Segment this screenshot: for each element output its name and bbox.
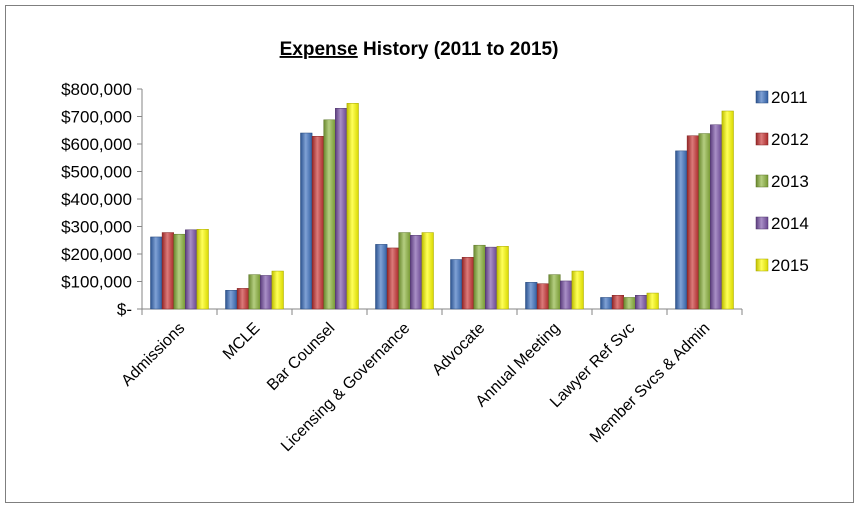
- bar-2015-lawyer-ref-svc: [646, 292, 659, 310]
- legend-swatch-2014: [755, 216, 769, 230]
- bar-2012-licensing-governance: [386, 247, 399, 310]
- y-tick-label: $500,000: [61, 163, 132, 182]
- legend-label-2015: 2015: [771, 256, 809, 275]
- bar-2015-mcle: [271, 270, 284, 310]
- bar-2014-lawyer-ref-svc: [635, 295, 648, 310]
- y-tick-label: $100,000: [61, 273, 132, 292]
- bar-2011-annual-meeting: [525, 282, 538, 310]
- legend: 2011 2012 2013 2014 2015: [755, 88, 809, 275]
- bar-2014-advocate: [485, 246, 498, 310]
- bar-2012-annual-meeting: [536, 283, 549, 310]
- chart-frame: Expense History (2011 to 2015) $- $100,00…: [5, 5, 854, 503]
- bar-2011-mcle: [225, 290, 238, 310]
- chart-title: Expense History (2011 to 2015): [280, 39, 559, 60]
- bar-2013-mcle: [248, 274, 261, 310]
- y-tick-label: $800,000: [61, 80, 132, 99]
- y-tick-label: $200,000: [61, 245, 132, 264]
- bar-2013-admissions: [173, 233, 186, 310]
- bar-2012-mcle: [236, 288, 249, 310]
- bar-2015-licensing-governance: [421, 232, 434, 310]
- bar-2013-advocate: [473, 244, 486, 310]
- category-label: MCLE: [220, 320, 263, 363]
- chart-svg: Expense History (2011 to 2015) $- $100,00…: [61, 39, 809, 455]
- bar-2015-admissions: [196, 229, 209, 310]
- bar-2014-licensing-governance: [410, 235, 423, 310]
- bar-2014-bar-counsel: [335, 108, 348, 310]
- y-tick-label: $300,000: [61, 218, 132, 237]
- category-label: Advocate: [429, 320, 488, 379]
- bar-2012-lawyer-ref-svc: [611, 295, 624, 310]
- axes: [137, 88, 743, 315]
- bar-2015-advocate: [496, 246, 509, 310]
- bar-2014-member-svcs-admin: [710, 124, 723, 310]
- bars: [150, 103, 734, 310]
- legend-label-2014: 2014: [771, 214, 809, 233]
- bar-2011-lawyer-ref-svc: [600, 297, 613, 310]
- legend-swatch-2013: [755, 174, 769, 188]
- bar-2012-admissions: [161, 232, 174, 310]
- bar-2011-admissions: [150, 236, 163, 310]
- bar-2011-licensing-governance: [375, 244, 388, 310]
- y-tick-label: $400,000: [61, 190, 132, 209]
- legend-label-2011: 2011: [771, 88, 808, 107]
- bar-2013-bar-counsel: [323, 119, 336, 310]
- bar-2014-annual-meeting: [560, 280, 573, 310]
- legend-label-2012: 2012: [771, 130, 809, 149]
- bar-2011-advocate: [450, 259, 463, 310]
- bar-2015-annual-meeting: [571, 270, 584, 310]
- legend-swatch-2015: [755, 258, 769, 272]
- bar-2013-licensing-governance: [398, 232, 411, 310]
- bar-2013-annual-meeting: [548, 274, 561, 310]
- y-tick-label: $-: [117, 300, 132, 319]
- y-tick-label: $700,000: [61, 108, 132, 127]
- y-tick-labels: $- $100,000 $200,000 $300,000 $400,000 $500,0…: [61, 80, 132, 319]
- y-tick-label: $600,000: [61, 135, 132, 154]
- category-label: Admissions: [118, 320, 188, 390]
- bar-2012-bar-counsel: [311, 136, 324, 310]
- bar-2015-bar-counsel: [346, 103, 359, 310]
- chart-title-rest: History (2011 to 2015): [358, 39, 559, 60]
- chart-title-underlined: Expense: [280, 39, 358, 60]
- bar-2014-mcle: [260, 275, 273, 310]
- bar-2013-member-svcs-admin: [698, 133, 711, 310]
- bar-2013-lawyer-ref-svc: [623, 297, 636, 310]
- bar-2011-member-svcs-admin: [675, 150, 688, 310]
- bar-2015-member-svcs-admin: [721, 110, 734, 310]
- bar-2011-bar-counsel: [300, 132, 313, 310]
- category-label: Licensing & Governance: [278, 320, 413, 455]
- bar-2012-advocate: [461, 257, 474, 310]
- legend-swatch-2011: [755, 90, 769, 104]
- bar-2014-admissions: [185, 229, 198, 310]
- category-label: Member Svcs & Admin: [587, 320, 713, 446]
- category-label: Bar Counsel: [264, 320, 338, 394]
- legend-label-2013: 2013: [771, 172, 809, 191]
- legend-swatch-2012: [755, 132, 769, 146]
- bar-2012-member-svcs-admin: [686, 135, 699, 310]
